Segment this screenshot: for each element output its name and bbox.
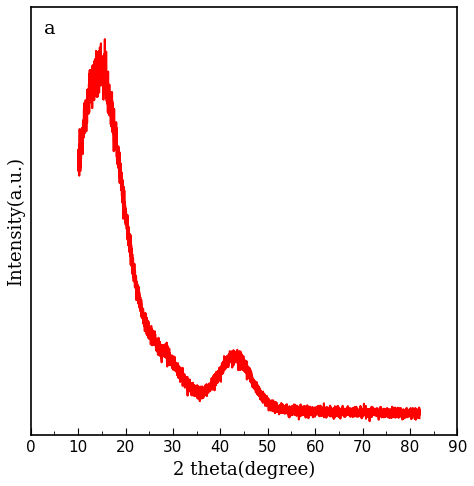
Y-axis label: Intensity(a.u.): Intensity(a.u.)	[7, 156, 25, 286]
Text: a: a	[44, 20, 55, 38]
X-axis label: 2 theta(degree): 2 theta(degree)	[173, 461, 315, 479]
